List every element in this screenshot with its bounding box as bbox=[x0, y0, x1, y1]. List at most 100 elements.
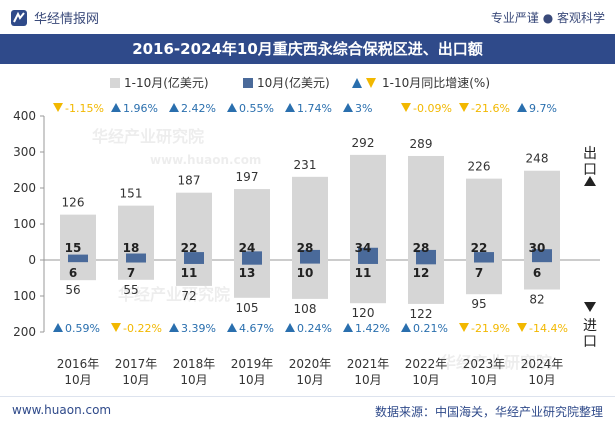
growth-up-triangle-icon bbox=[227, 103, 237, 112]
growth-up-triangle-icon bbox=[53, 323, 63, 332]
growth-label: -0.09% bbox=[413, 102, 452, 115]
import-month-label: 10 bbox=[297, 266, 314, 280]
x-tick-label-year: 2019年 bbox=[231, 357, 274, 371]
export-month-bar bbox=[242, 251, 262, 260]
growth-label: 0.59% bbox=[65, 322, 100, 335]
growth-label: -21.6% bbox=[471, 102, 510, 115]
growth-label: 0.24% bbox=[297, 322, 332, 335]
import-cumulative-label: 55 bbox=[123, 283, 138, 297]
x-tick-label-month: 10月 bbox=[122, 373, 149, 387]
growth-label: 2.42% bbox=[181, 102, 216, 115]
x-tick-label-year: 2017年 bbox=[115, 357, 158, 371]
x-tick-label-year: 2024年 bbox=[521, 357, 564, 371]
brand-name[interactable]: 华经情报网 bbox=[34, 12, 100, 27]
growth-up-triangle-icon bbox=[169, 103, 179, 112]
export-cumulative-label: 248 bbox=[526, 152, 549, 166]
export-cumulative-bar bbox=[466, 178, 502, 260]
import-cumulative-bar bbox=[118, 260, 154, 280]
growth-label: 3% bbox=[355, 102, 372, 115]
export-cumulative-label: 231 bbox=[294, 158, 317, 172]
import-month-label: 12 bbox=[413, 266, 430, 280]
import-cumulative-bar bbox=[234, 260, 270, 298]
growth-label: -14.4% bbox=[529, 322, 568, 335]
export-side-label-char: 出 bbox=[583, 146, 597, 162]
slogan: 专业严谨 ● 客观科学 bbox=[490, 11, 605, 25]
export-month-bar bbox=[532, 249, 552, 260]
import-month-label: 7 bbox=[475, 266, 483, 280]
x-tick-label-month: 10月 bbox=[64, 373, 91, 387]
x-tick-label-month: 10月 bbox=[180, 373, 207, 387]
labels: 12615656-1.15%0.59%2016年10月151187551.96%… bbox=[53, 102, 597, 387]
x-tick-label-month: 10月 bbox=[412, 373, 439, 387]
export-cumulative-label: 292 bbox=[352, 136, 375, 150]
growth-label: 0.55% bbox=[239, 102, 274, 115]
export-cumulative-label: 151 bbox=[120, 187, 143, 201]
y-tick-label: 100 bbox=[13, 289, 36, 303]
export-cumulative-label: 289 bbox=[410, 137, 433, 151]
growth-down-triangle-icon bbox=[459, 323, 469, 332]
import-month-bar bbox=[126, 260, 146, 263]
import-month-bar bbox=[416, 260, 436, 265]
growth-up-triangle-icon bbox=[343, 323, 353, 332]
export-month-label: 24 bbox=[239, 241, 256, 255]
growth-down-triangle-icon bbox=[517, 323, 527, 332]
import-side-label-char: 口 bbox=[583, 334, 597, 350]
export-month-bar bbox=[416, 249, 436, 260]
legend-label-cumulative: 1-10月(亿美元) bbox=[124, 75, 209, 90]
top-bar: 华经情报网 专业严谨 ● 客观科学 bbox=[0, 0, 615, 34]
export-side-label-char: 口 bbox=[583, 162, 597, 178]
legend-label-month: 10月(亿美元) bbox=[257, 75, 330, 90]
import-cumulative-bar bbox=[292, 260, 328, 299]
growth-down-triangle-icon bbox=[459, 103, 469, 112]
growth-label: 0.21% bbox=[413, 322, 448, 335]
export-month-bar bbox=[184, 252, 204, 260]
export-month-bar bbox=[358, 247, 378, 260]
export-cumulative-bar bbox=[350, 154, 386, 260]
export-cumulative-bar bbox=[408, 155, 444, 260]
import-cumulative-bar bbox=[176, 260, 212, 286]
export-cumulative-bar bbox=[176, 192, 212, 260]
import-month-bar bbox=[242, 260, 262, 265]
title-bar: 2016-2024年10月重庆西永综合保税区进、出口额 bbox=[0, 34, 615, 64]
growth-up-triangle-icon bbox=[285, 323, 295, 332]
export-month-label: 34 bbox=[355, 241, 372, 255]
growth-up-triangle-icon bbox=[169, 323, 179, 332]
x-tick-label-month: 10月 bbox=[528, 373, 555, 387]
x-tick-label-month: 10月 bbox=[354, 373, 381, 387]
import-cumulative-bar bbox=[350, 260, 386, 304]
import-month-bar bbox=[184, 260, 204, 264]
footer-url[interactable]: www.huaon.com bbox=[12, 403, 112, 417]
import-cumulative-label: 120 bbox=[352, 306, 375, 320]
import-cumulative-label: 108 bbox=[294, 302, 317, 316]
import-month-label: 11 bbox=[355, 266, 372, 280]
x-tick-label-year: 2020年 bbox=[289, 357, 332, 371]
bars bbox=[60, 154, 560, 304]
import-cumulative-label: 56 bbox=[65, 283, 80, 297]
legend: 1-10月(亿美元) 10月(亿美元) 1-10月同比增速(%) bbox=[110, 75, 490, 90]
import-cumulative-bar bbox=[524, 260, 560, 290]
export-month-label: 28 bbox=[413, 241, 430, 255]
x-tick-label-year: 2021年 bbox=[347, 357, 390, 371]
growth-label: 1.74% bbox=[297, 102, 332, 115]
import-cumulative-label: 95 bbox=[471, 297, 486, 311]
watermark-text: www.huaon.com bbox=[150, 153, 261, 167]
growth-label: -21.9% bbox=[471, 322, 510, 335]
export-month-bar bbox=[68, 254, 88, 260]
export-month-label: 22 bbox=[181, 241, 198, 255]
growth-up-triangle-icon bbox=[343, 103, 353, 112]
export-month-label: 22 bbox=[471, 241, 488, 255]
y-tick-label: 0 bbox=[28, 253, 36, 267]
growth-label: -0.22% bbox=[123, 322, 162, 335]
import-month-label: 11 bbox=[181, 266, 198, 280]
legend-label-growth: 1-10月同比增速(%) bbox=[382, 76, 490, 90]
import-month-label: 13 bbox=[239, 266, 256, 280]
watermark-text: 华经产业研究院 bbox=[440, 353, 552, 372]
growth-label: 4.67% bbox=[239, 322, 274, 335]
export-month-bar bbox=[126, 253, 146, 260]
import-month-bar bbox=[358, 260, 378, 264]
export-cumulative-label: 187 bbox=[178, 174, 201, 188]
growth-up-triangle-icon bbox=[285, 103, 295, 112]
export-month-label: 30 bbox=[529, 241, 546, 255]
x-tick-label-year: 2022年 bbox=[405, 357, 448, 371]
